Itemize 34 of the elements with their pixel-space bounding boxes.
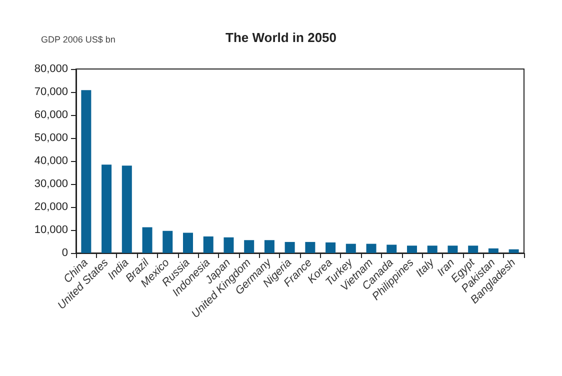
bar [203,236,214,253]
bar [122,166,132,253]
bar [407,246,417,253]
bar [81,90,92,253]
y-tick-label: 50,000 [34,132,68,144]
x-tick-label: Italy [414,256,438,280]
bar [427,246,438,253]
bar [183,232,193,253]
bar [326,242,336,253]
y-tick-label: 70,000 [34,86,68,98]
bar [386,244,397,253]
y-tick-label: 60,000 [34,109,68,121]
bar [102,164,112,253]
y-tick-label: 10,000 [34,224,68,236]
y-tick-label: 40,000 [34,155,68,167]
bar [448,246,458,253]
bar [264,240,274,253]
bar [142,227,152,253]
y-tick-label: 30,000 [34,178,68,190]
bar [488,248,498,253]
bar [346,244,356,253]
bar [224,237,234,253]
bar [468,246,478,253]
y-tick-label: 80,000 [34,63,68,75]
chart-title: The World in 2050 [225,30,337,45]
bar [366,244,376,253]
y-tick-label: 20,000 [34,201,68,213]
y-axis-title: GDP 2006 US$ bn [41,34,116,44]
bar [162,230,173,253]
bar [305,242,316,253]
bar [284,242,295,253]
bar [508,249,519,253]
bar [244,240,254,253]
y-tick-label: 0 [62,247,68,259]
